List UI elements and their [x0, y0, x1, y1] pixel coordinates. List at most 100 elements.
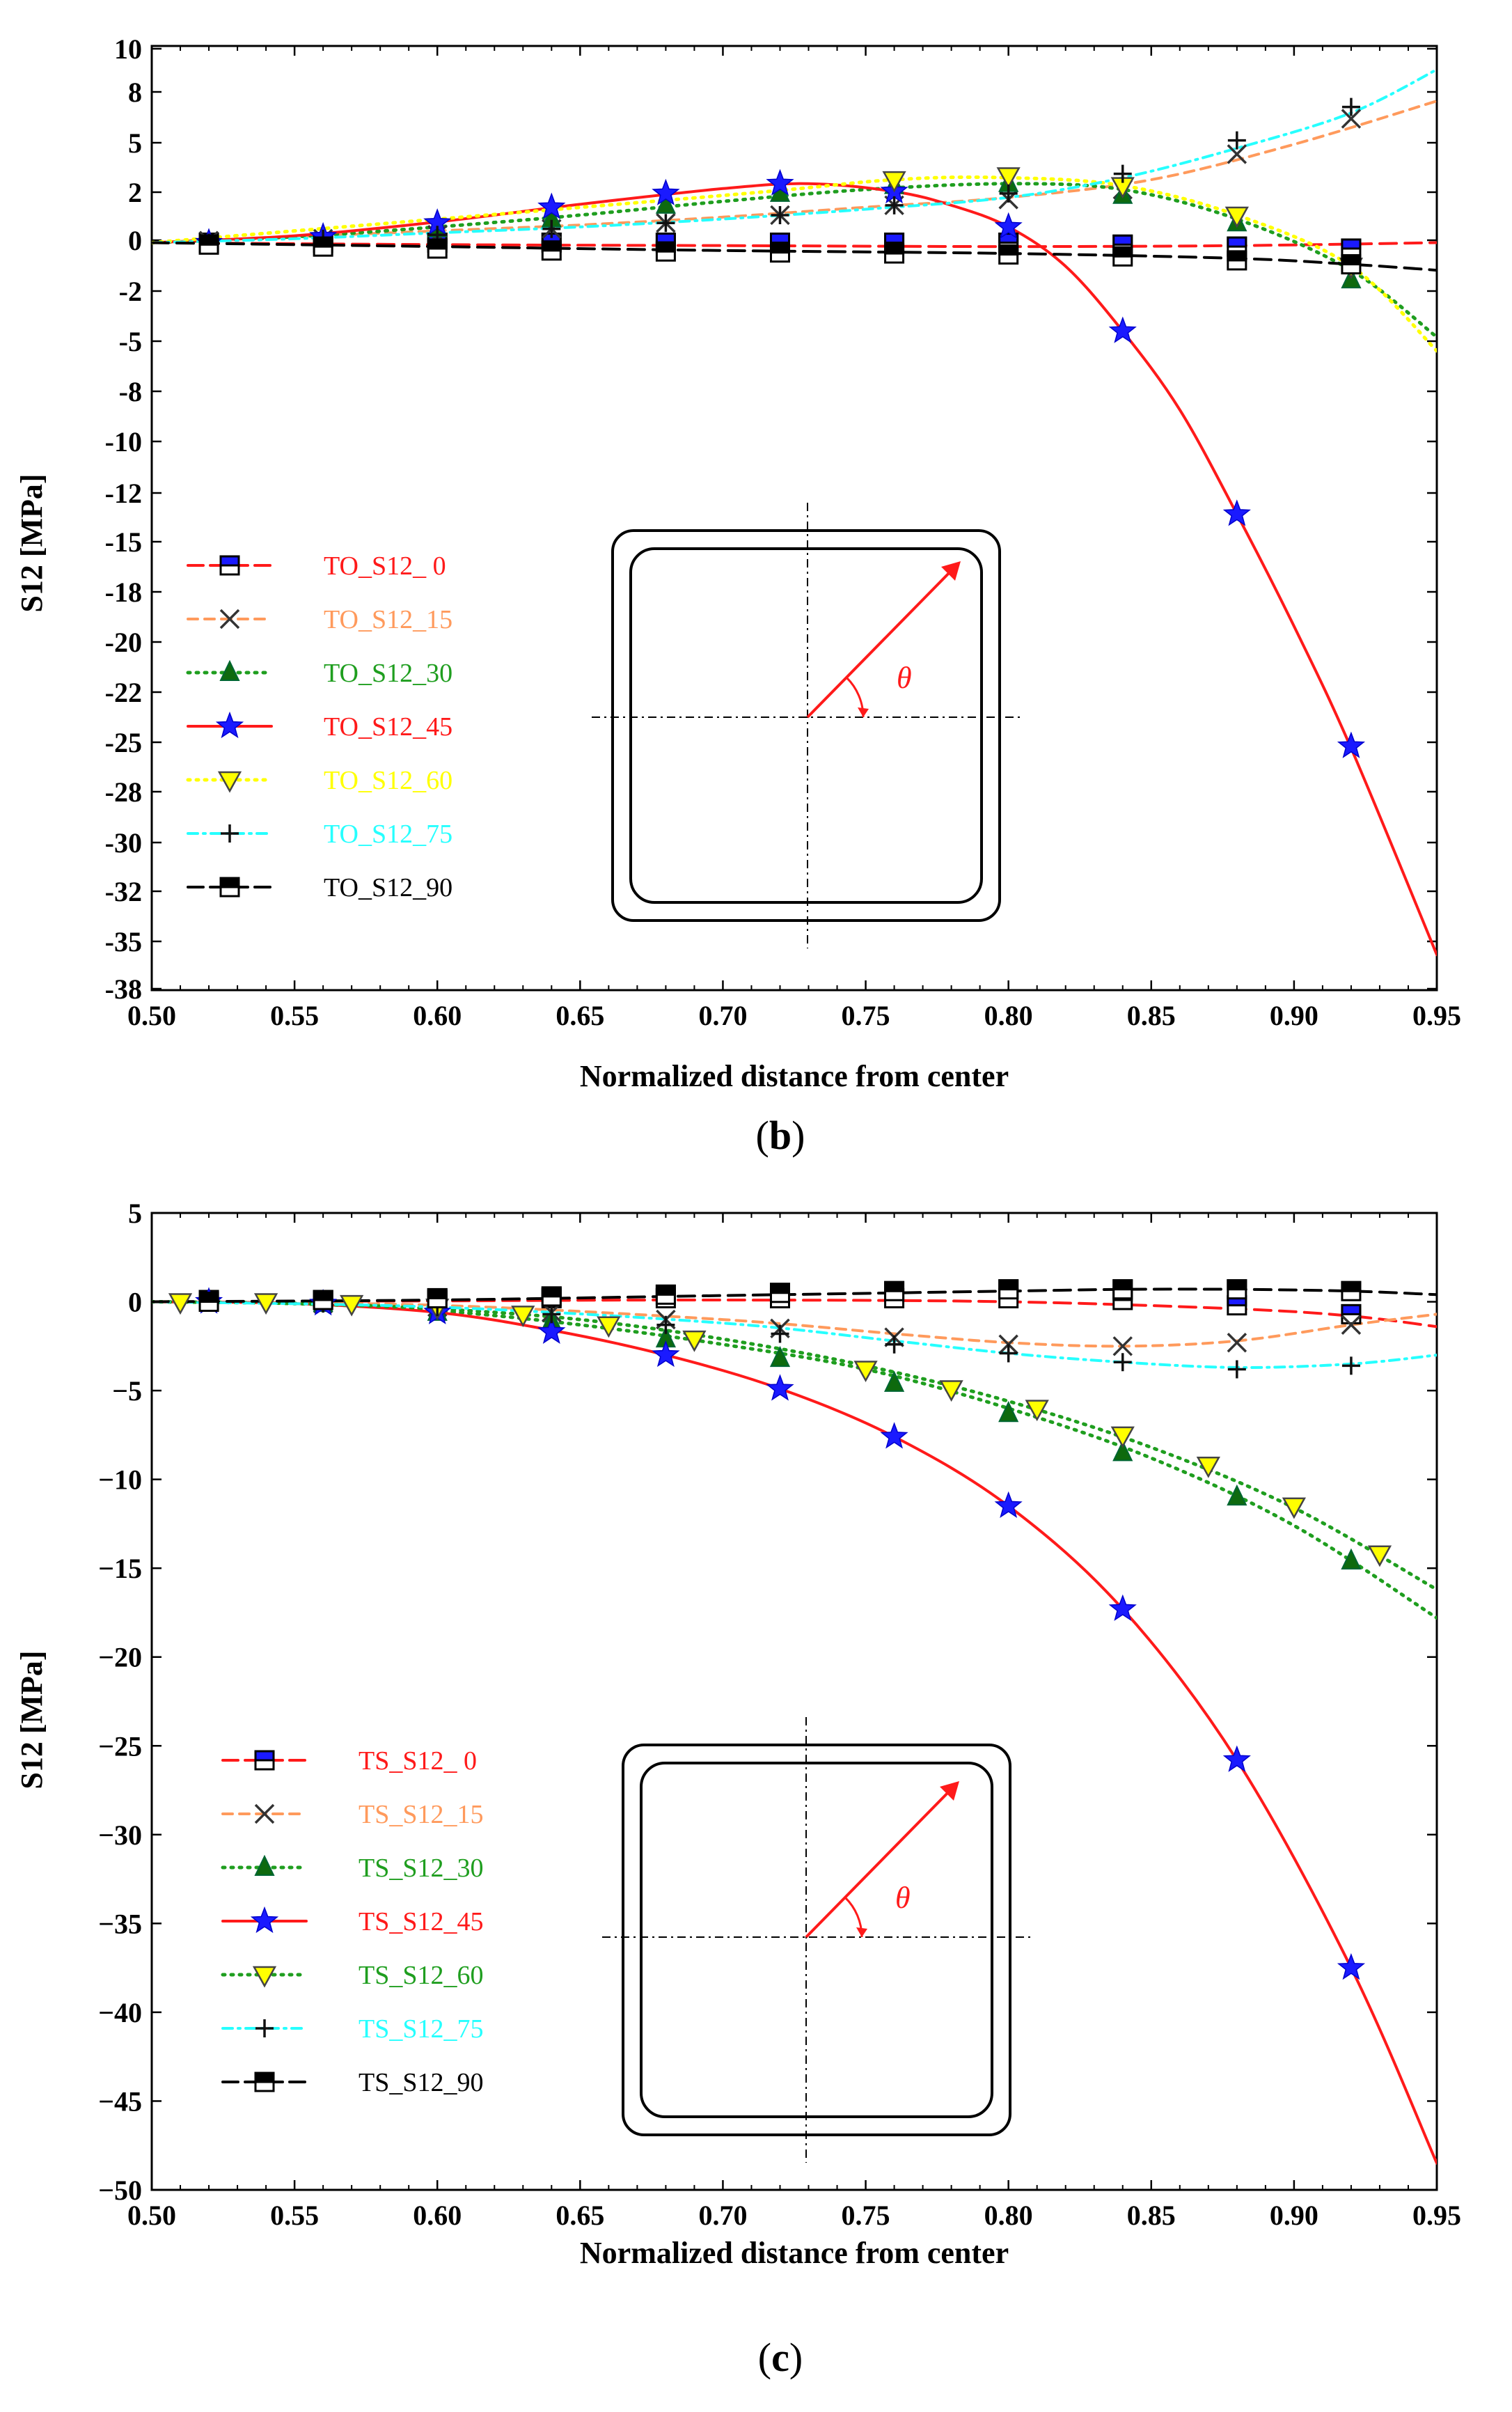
y-tick-label: 0 [128, 1287, 142, 1318]
legend-label: TO_S12_ 0 [324, 551, 446, 581]
data-point [1113, 164, 1132, 183]
data-point [999, 1344, 1018, 1363]
y-tick-label: -10 [105, 426, 142, 457]
data-point [656, 214, 675, 233]
legend-marker [219, 555, 240, 576]
y-tick-label: -18 [105, 577, 142, 608]
outer-boundary [611, 529, 1001, 922]
data-point [769, 1283, 790, 1303]
data-point [542, 1305, 561, 1324]
data-point [652, 1340, 680, 1368]
y-tick-label: −15 [98, 1553, 142, 1584]
arc-arrowhead-icon [856, 1927, 867, 1937]
legend-marker [254, 1803, 275, 1824]
legend-marker [221, 824, 239, 843]
series-line-TO_S12_15 [152, 100, 1437, 244]
legend-marker [217, 771, 242, 793]
data-point [427, 238, 448, 259]
data-point [1025, 1400, 1049, 1422]
inset-cross-section: θ [592, 503, 1021, 948]
panel-letter: c [771, 2335, 789, 2380]
x-tick-label: 0.60 [413, 2200, 462, 2231]
plot-frame [150, 1212, 1438, 2191]
y-tick-label: −30 [98, 1819, 142, 1851]
x-tick-label: 0.75 [842, 2200, 890, 2231]
panel-paren-open: ( [756, 1113, 769, 1158]
data-point [682, 1330, 707, 1352]
legend: TO_S12_ 0 TO_S12_15 TO_S12_30 TO_S12_45 TO_S… [186, 551, 452, 902]
y-tick-label: -20 [105, 627, 142, 658]
y-tick-label: -5 [119, 326, 142, 357]
data-point [884, 1281, 905, 1301]
data-point [1341, 1303, 1362, 1324]
y-tick-label: 0 [128, 225, 142, 256]
y-tick-label: -25 [105, 727, 142, 758]
data-point [1227, 144, 1247, 164]
y-tick-label: −45 [98, 2085, 142, 2117]
y-tick-label: -12 [105, 478, 142, 509]
data-point [998, 1279, 1019, 1300]
data-point [766, 1374, 794, 1401]
legend-marker [254, 1750, 275, 1771]
y-tick-label: −35 [98, 1908, 142, 1939]
legend-label: TO_S12_15 [324, 605, 452, 634]
data-point [1367, 1545, 1392, 1567]
data-point [313, 1290, 333, 1310]
data-point [994, 1491, 1023, 1519]
data-point [771, 1324, 789, 1343]
data-point [1341, 254, 1362, 275]
data-point [655, 192, 676, 214]
y-tick-label: −25 [98, 1730, 142, 1762]
data-point [853, 1361, 878, 1383]
data-point [198, 234, 219, 255]
y-tick-label: -30 [105, 827, 142, 859]
y-tick-label: −40 [98, 1997, 142, 2028]
x-tick-label: 0.80 [984, 1000, 1033, 1031]
data-point [597, 1316, 621, 1338]
legend-marker [255, 2019, 274, 2037]
data-point [1341, 97, 1360, 116]
data-point [883, 1370, 905, 1392]
y-tick-label: −50 [98, 2175, 142, 2206]
panel-label: (c) [758, 2335, 803, 2380]
data-point [313, 236, 333, 257]
legend-label: TO_S12_45 [324, 712, 452, 742]
data-point [996, 167, 1021, 189]
data-point [427, 1287, 448, 1308]
outer-boundary [622, 1744, 1011, 2136]
legend-marker [250, 1906, 279, 1934]
data-point [541, 240, 562, 261]
y-tick-label: −10 [98, 1464, 142, 1496]
legend-label: TO_S12_60 [324, 766, 452, 795]
data-point [511, 1306, 535, 1327]
x-tick-label: 0.50 [127, 2200, 176, 2231]
data-point [655, 241, 676, 262]
data-point [1227, 131, 1246, 150]
y-tick-label: -8 [119, 376, 142, 407]
legend-label: TS_S12_90 [359, 2068, 483, 2097]
data-point [253, 1293, 278, 1315]
x-tick-label: 0.65 [556, 2200, 604, 2231]
data-point [1341, 1281, 1362, 1301]
legend-marker [219, 877, 240, 898]
data-point [1227, 1279, 1247, 1300]
x-tick-label: 0.55 [270, 2200, 319, 2231]
y-tick-label: 10 [114, 33, 142, 65]
y-tick-label: −5 [112, 1375, 142, 1407]
data-point [1341, 1548, 1362, 1569]
x-tick-label: 0.50 [127, 1000, 176, 1031]
data-point [1222, 499, 1251, 526]
y-axis-label: S12 [MPa] [15, 473, 49, 612]
data-point [652, 178, 680, 205]
panel-paren-open: ( [758, 2335, 771, 2380]
data-point [1282, 1497, 1307, 1519]
x-tick-label: 0.95 [1412, 2200, 1461, 2231]
inner-boundary [640, 1762, 993, 2118]
panel-label: (b) [756, 1113, 805, 1158]
data-point [1227, 1484, 1247, 1506]
x-tick-label: 0.70 [698, 1000, 747, 1031]
legend: TS_S12_ 0 TS_S12_15 TS_S12_30 TS_S12_45 TS_S… [221, 1746, 483, 2097]
y-tick-label: 5 [128, 127, 142, 159]
legend-label: TS_S12_ 0 [359, 1746, 477, 1776]
